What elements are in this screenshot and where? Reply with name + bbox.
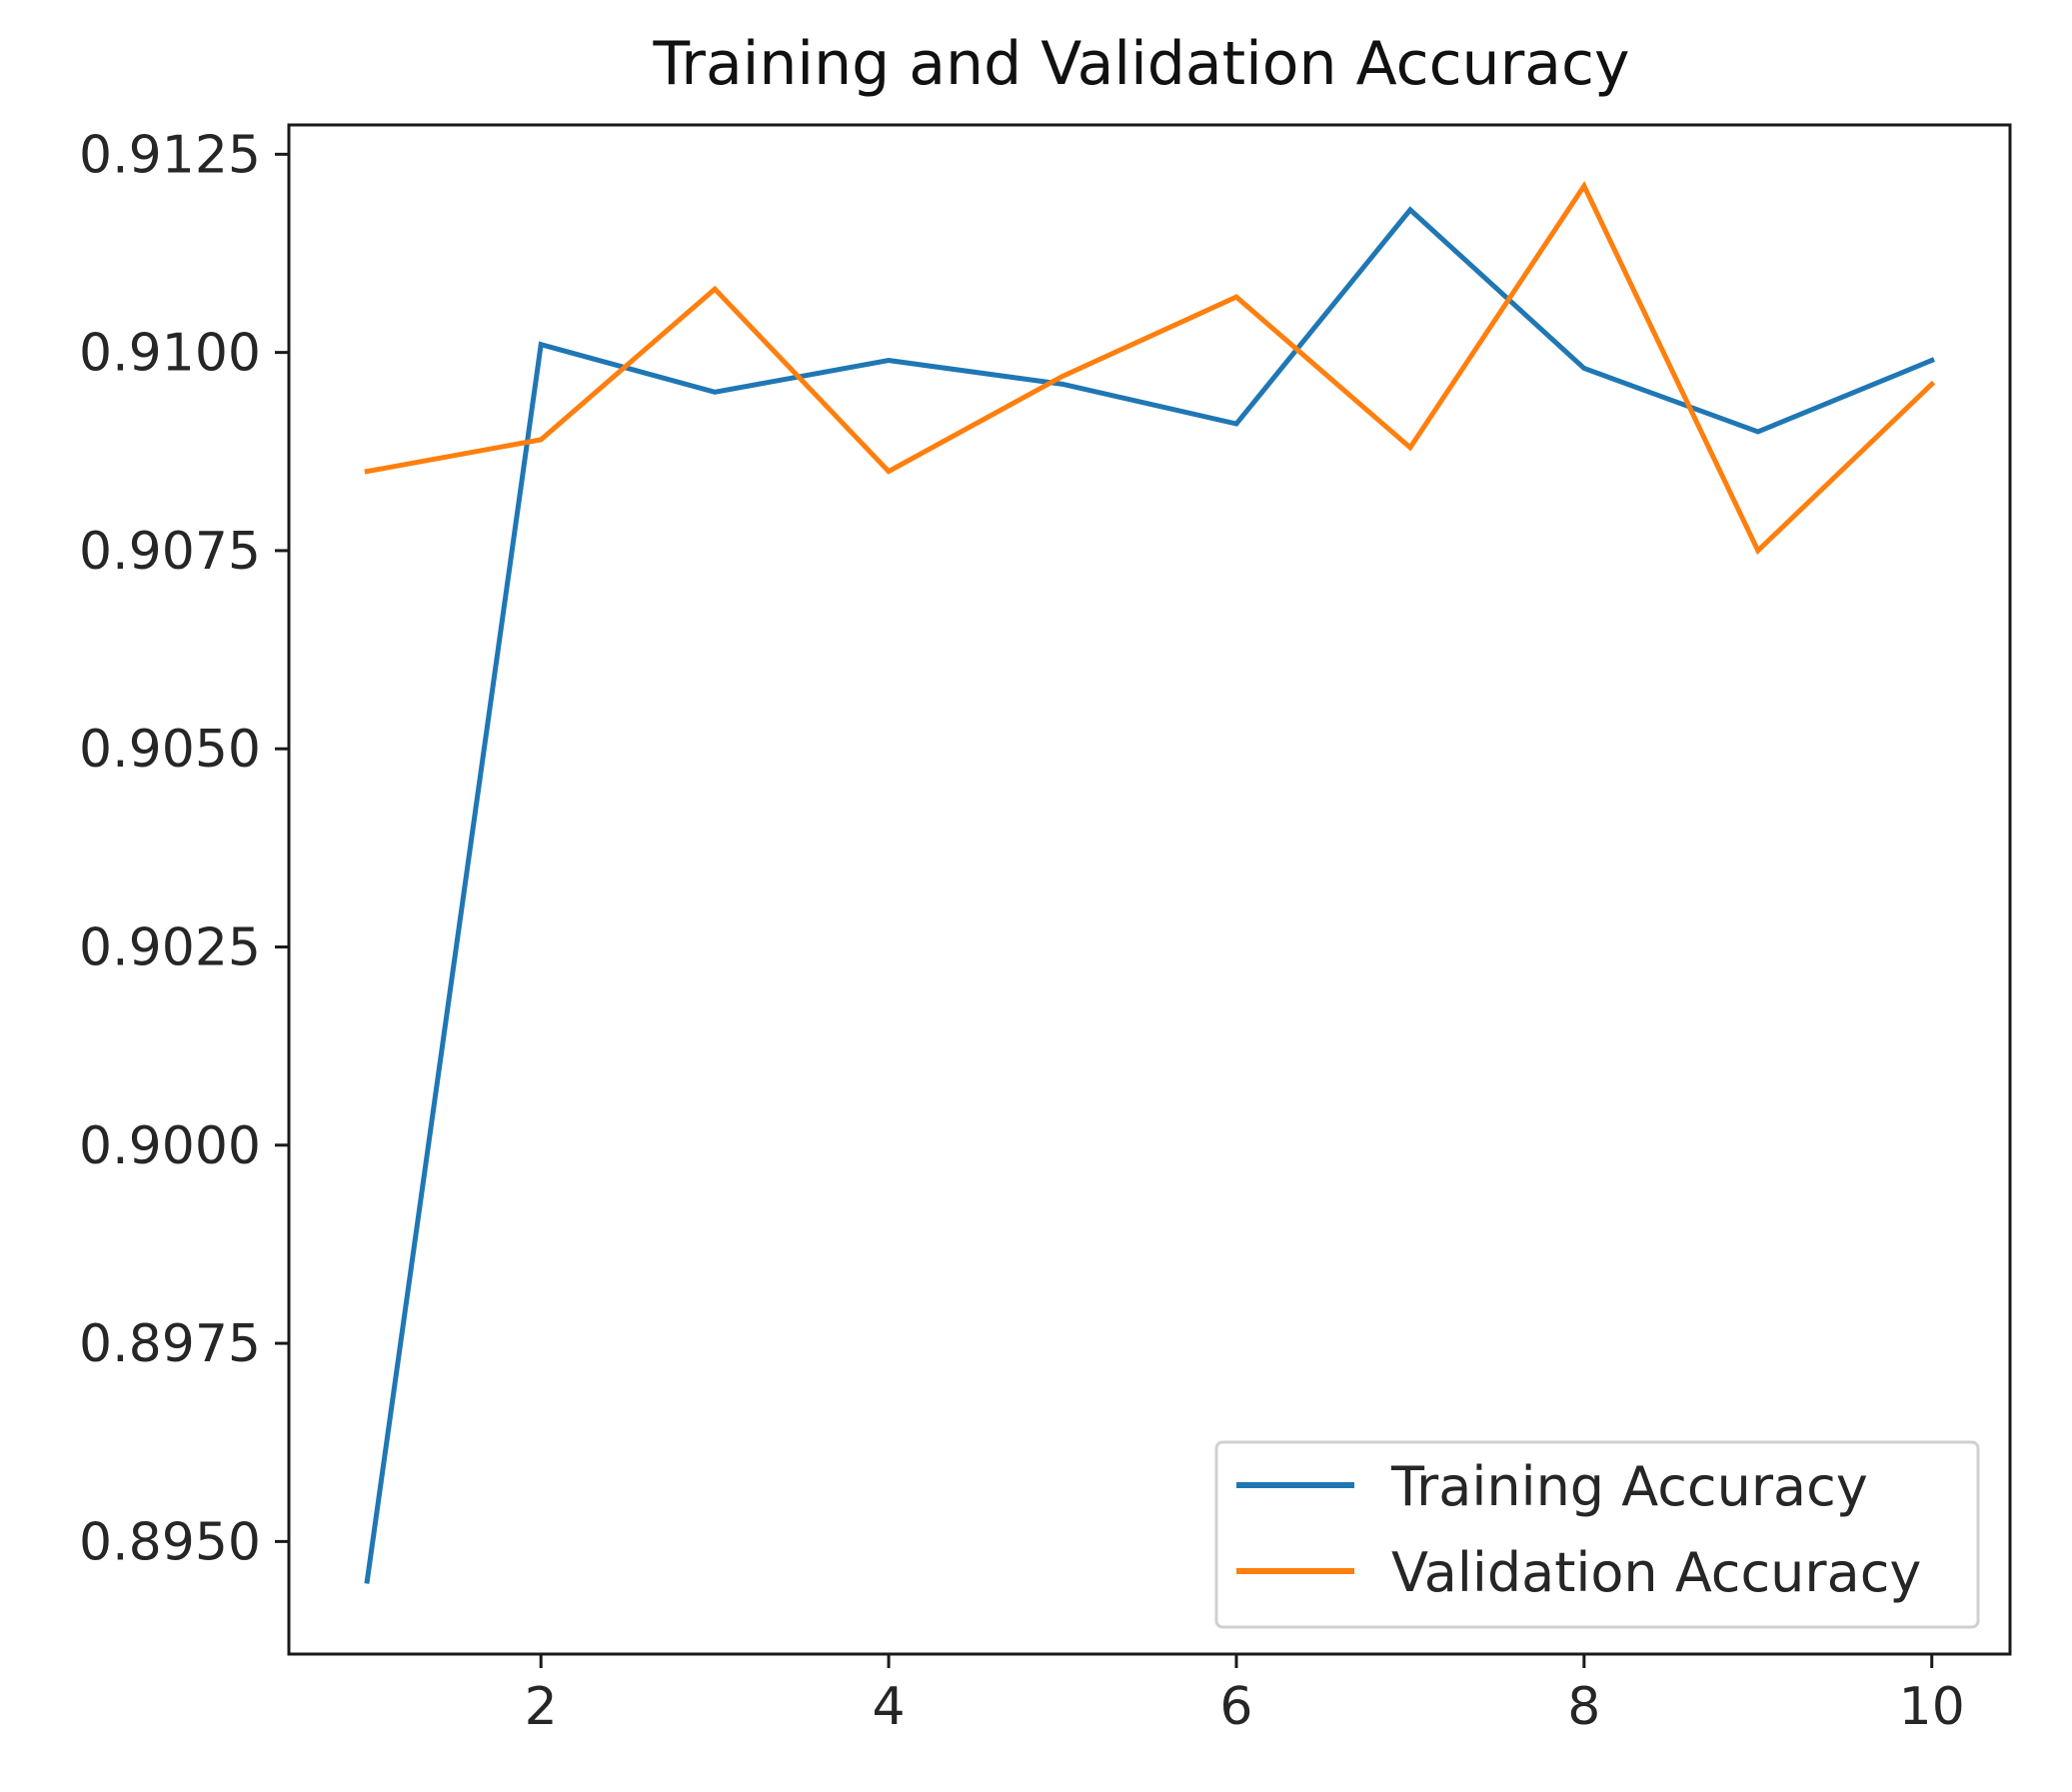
y-axis-ticks: 0.8950 0.8975 0.9000 0.9025 0.9050 0.9075 0.91… bbox=[79, 125, 289, 1572]
y-tick-label: 0.9025 bbox=[79, 918, 261, 978]
legend-label-training: Training Accuracy bbox=[1390, 1455, 1868, 1518]
series-layer bbox=[364, 181, 1936, 1584]
training-accuracy-line bbox=[364, 206, 1935, 1584]
x-tick-label: 10 bbox=[1899, 1677, 1965, 1737]
y-tick-label: 0.9100 bbox=[79, 324, 261, 384]
x-tick-label: 8 bbox=[1567, 1677, 1600, 1737]
x-tick-label: 4 bbox=[873, 1677, 906, 1737]
legend: Training Accuracy Validation Accuracy bbox=[1214, 1440, 1980, 1629]
x-axis-ticks: 2 4 6 8 10 bbox=[525, 1654, 1965, 1737]
x-tick-label: 6 bbox=[1219, 1677, 1252, 1737]
x-tick-label: 2 bbox=[525, 1677, 558, 1737]
y-tick-label: 0.9125 bbox=[79, 125, 261, 185]
y-tick-label: 0.9000 bbox=[79, 1116, 261, 1176]
legend-box bbox=[1214, 1440, 1980, 1629]
validation-accuracy-line bbox=[364, 181, 1936, 556]
y-tick-label: 0.8975 bbox=[79, 1314, 261, 1374]
chart-title: Training and Validation Accuracy bbox=[652, 29, 1629, 99]
axes-frame bbox=[287, 123, 2012, 1656]
legend-label-validation: Validation Accuracy bbox=[1391, 1541, 1921, 1604]
y-tick-label: 0.9075 bbox=[79, 522, 261, 582]
y-tick-label: 0.8950 bbox=[79, 1512, 261, 1572]
plot-area bbox=[287, 123, 2012, 1656]
y-tick-label: 0.9050 bbox=[79, 720, 261, 780]
